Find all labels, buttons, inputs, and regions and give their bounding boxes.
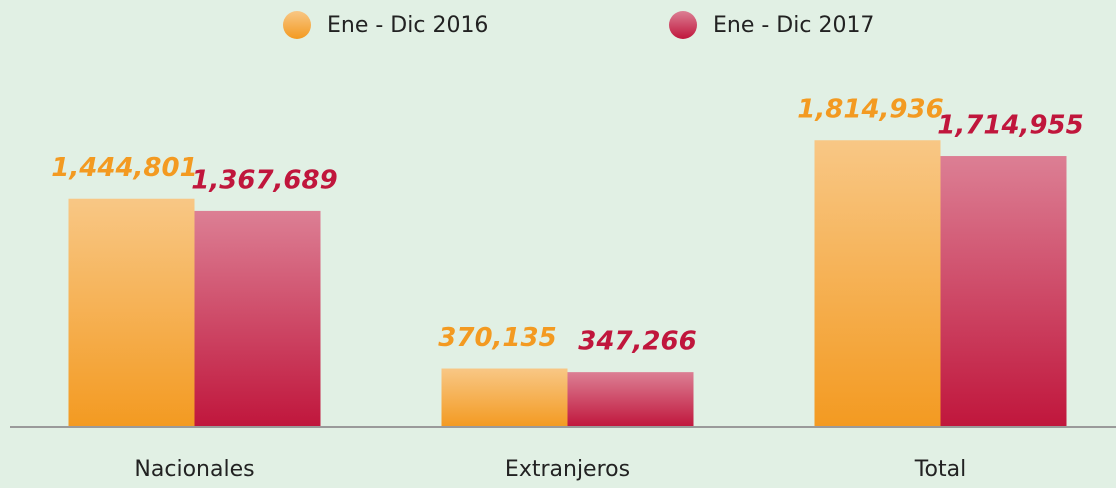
x-tick-label: Total <box>914 457 966 482</box>
bar <box>814 140 941 427</box>
bar <box>567 372 694 427</box>
value-label: 370,135 <box>438 323 556 353</box>
bar <box>940 156 1067 427</box>
legend-swatch <box>283 11 311 39</box>
value-label: 1,367,689 <box>191 165 337 195</box>
legend-label: Ene - Dic 2017 <box>713 13 874 38</box>
bar <box>68 198 195 427</box>
value-label: 1,814,936 <box>797 95 943 125</box>
bar <box>441 368 568 427</box>
value-label: 1,714,955 <box>937 111 1083 141</box>
x-tick-label: Nacionales <box>134 457 254 482</box>
value-label: 347,266 <box>578 327 696 357</box>
legend-label: Ene - Dic 2016 <box>327 13 488 38</box>
legend-swatch <box>669 11 697 39</box>
value-label: 1,444,801 <box>51 153 197 183</box>
x-tick-label: Extranjeros <box>505 457 630 482</box>
bar <box>194 210 321 427</box>
